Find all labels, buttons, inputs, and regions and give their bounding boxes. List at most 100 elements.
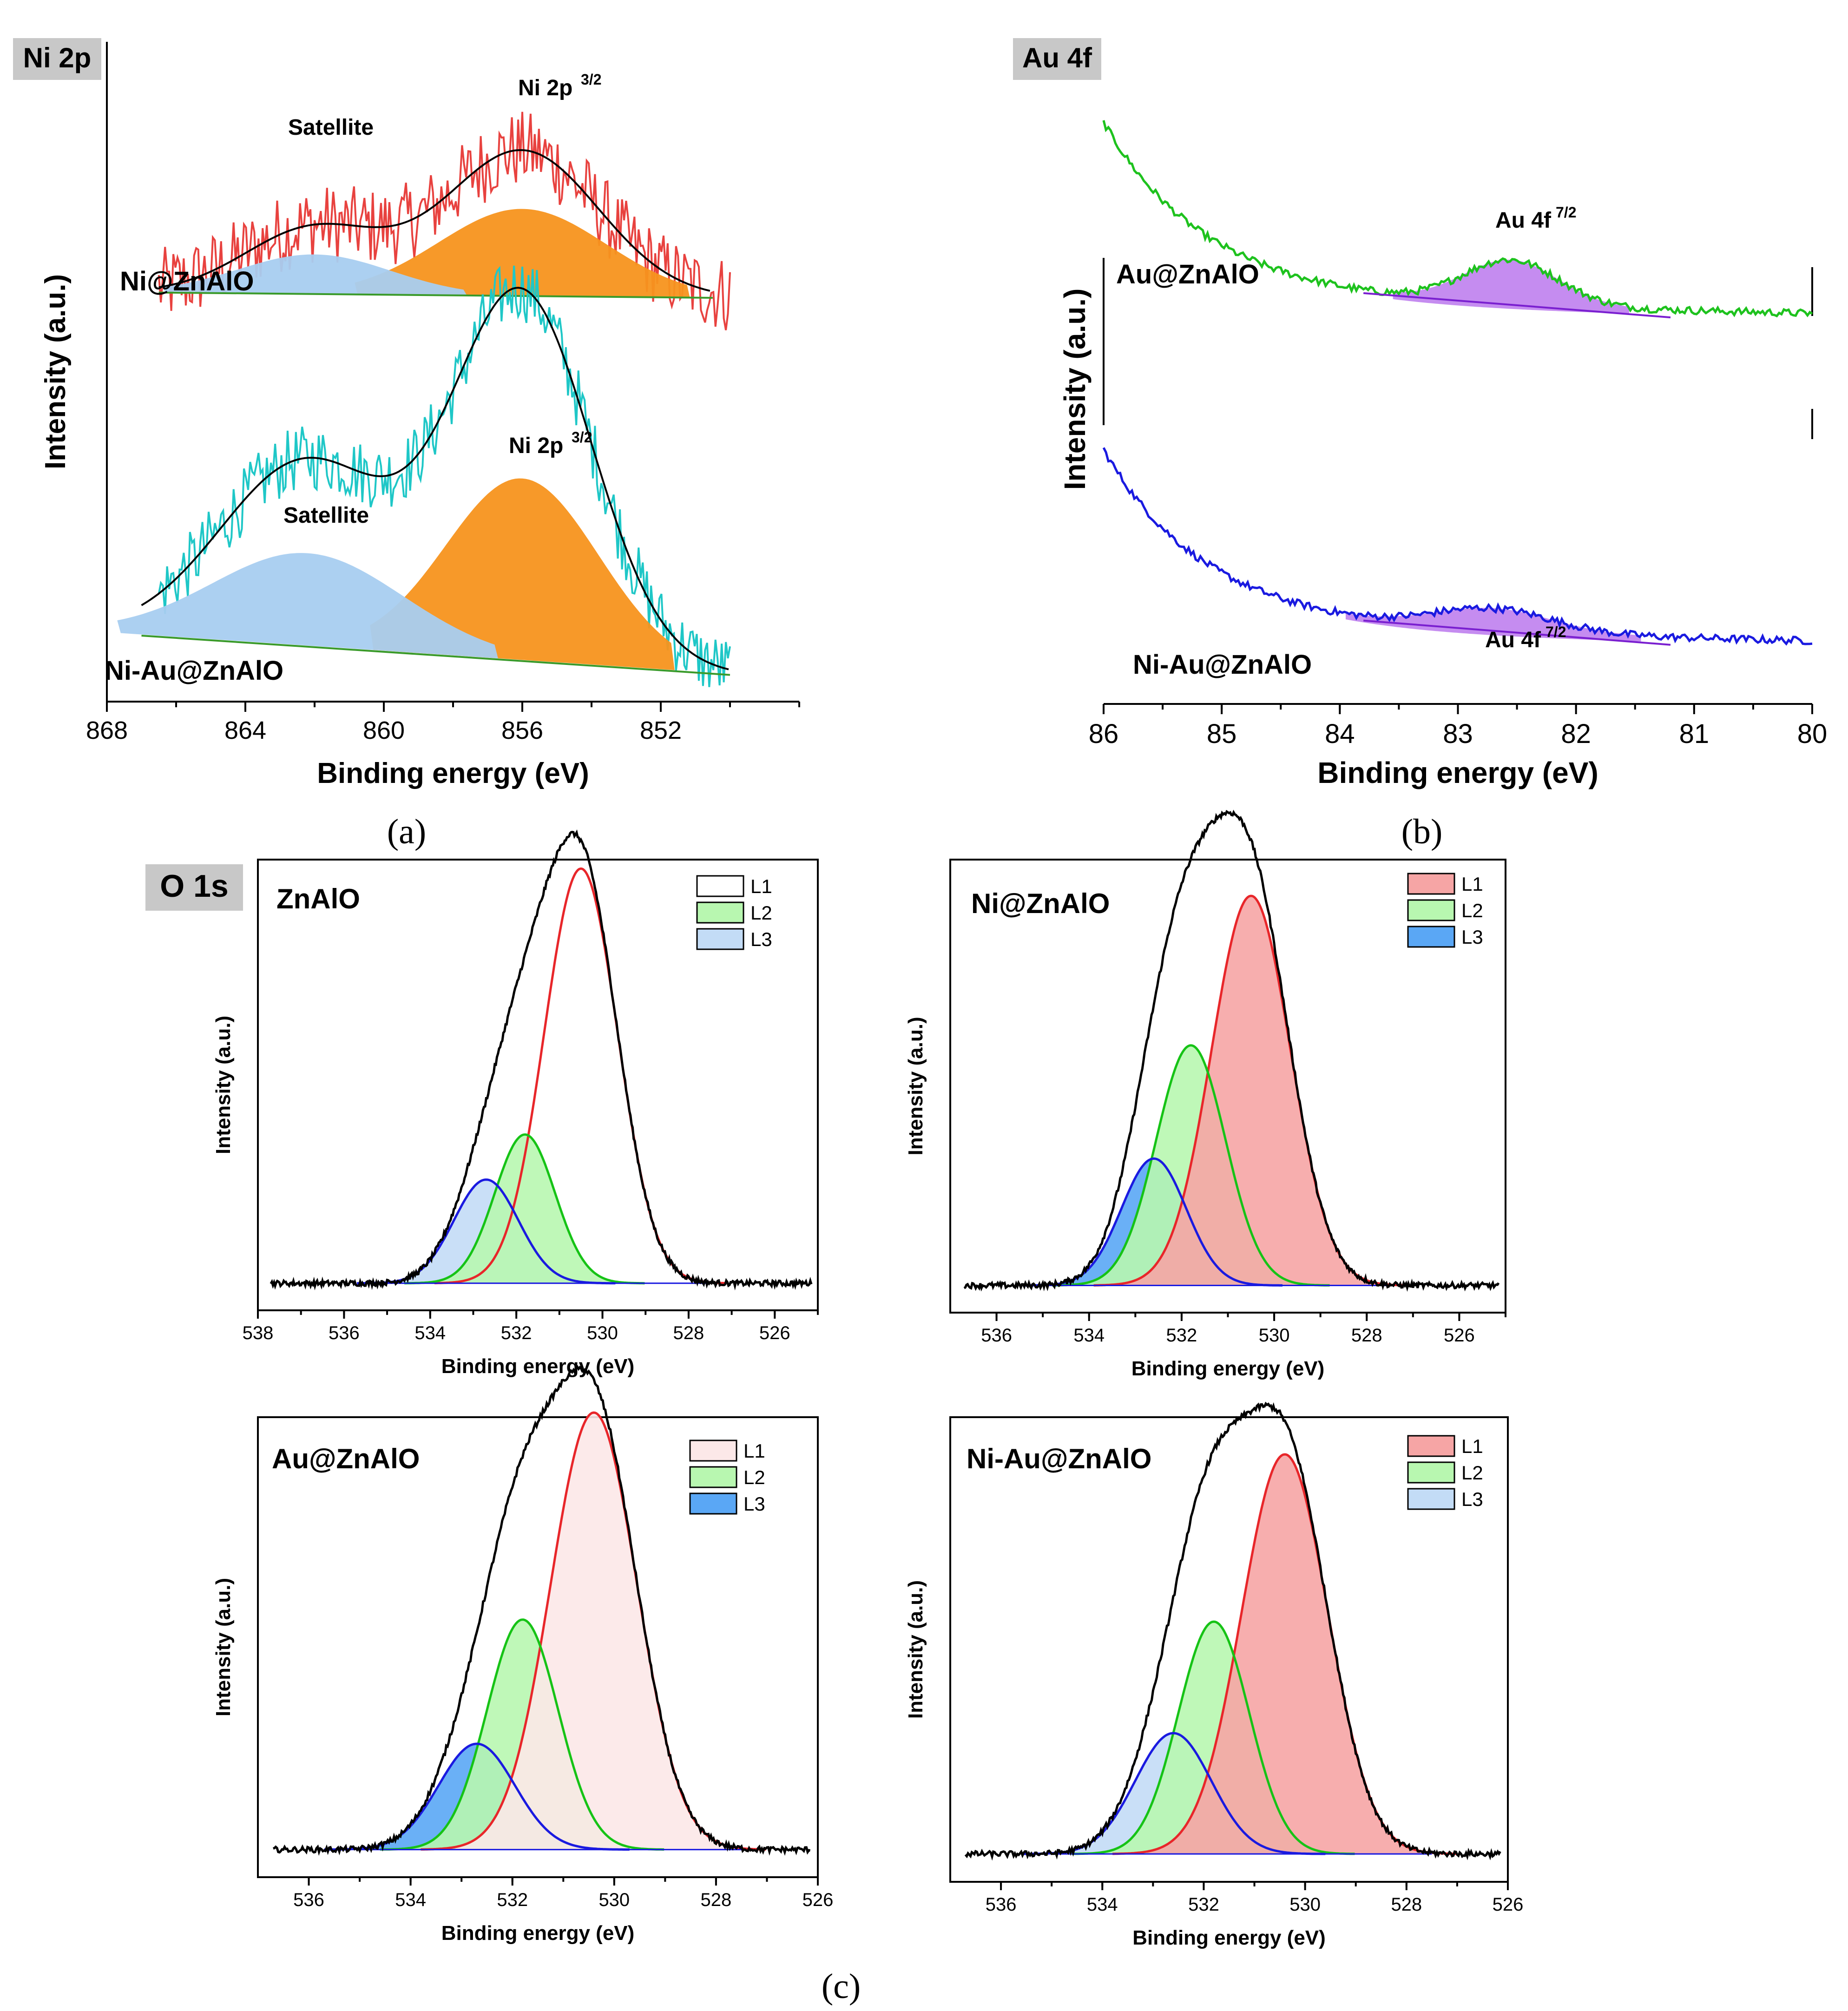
o1s-raw-trace [273, 1365, 811, 1856]
x-tick-label: 532 [1188, 1894, 1219, 1915]
legend-label-L1: L1 [750, 875, 772, 897]
x-tick-label: 84 [1325, 719, 1355, 749]
au-background-1 [1363, 619, 1671, 646]
y-axis-title: Intensity (a.u.) [904, 1580, 927, 1719]
panel-tag-a: Ni 2p [23, 42, 92, 73]
component-fill-L2 [428, 1134, 622, 1283]
o1s-plot-o1s_au [273, 1365, 811, 1856]
y-axis-title: Intensity (a.u.) [212, 1016, 235, 1154]
annotation-sup: 3/2 [581, 71, 601, 88]
plot-frame [257, 1416, 819, 1878]
component-fill-L1 [1125, 896, 1377, 1286]
x-tick-label: 536 [329, 1323, 360, 1343]
component-fill-L1 [455, 1413, 732, 1850]
legend-label-L3: L3 [750, 928, 772, 950]
x-tick-label: 868 [86, 716, 128, 744]
y-axis-title: Intensity (a.u.) [212, 1578, 235, 1716]
annotation-sup: 3/2 [572, 429, 592, 446]
legend-swatch-L3 [1407, 926, 1455, 948]
x-tick-label: 526 [759, 1323, 790, 1343]
x-axis-title: Binding energy (eV) [317, 757, 589, 789]
x-tick-label: 860 [363, 716, 405, 744]
raw-trace-1 [158, 265, 731, 687]
legend-label-L3: L3 [743, 1493, 765, 1515]
component-line-L2 [1052, 1044, 1330, 1287]
legend-label-L1: L1 [1461, 873, 1483, 895]
panel-tag-bg [13, 38, 101, 80]
peak-fill-0-1 [162, 254, 467, 296]
annotation-ni2p-bottom: Ni 2p [509, 434, 563, 458]
x-tick-label: 528 [701, 1890, 732, 1910]
x-tick-label: 864 [224, 716, 266, 744]
legend-swatch-L2 [1407, 899, 1455, 921]
legend-swatch-L3 [689, 1492, 737, 1515]
legend-swatch-L2 [1407, 1461, 1455, 1484]
y-axis-title: Intensity (a.u.) [904, 1017, 927, 1155]
x-tick-label: 536 [986, 1894, 1017, 1915]
legend-swatch-L1 [1407, 873, 1455, 895]
x-tick-label: 536 [981, 1325, 1012, 1346]
subplot-title: Ni-Au@ZnAlO [967, 1443, 1151, 1474]
fit-envelope-1 [141, 287, 729, 670]
x-tick-label: 534 [414, 1323, 446, 1343]
x-tick-label: 528 [1391, 1894, 1422, 1915]
o1s-plot-o1s_znalo [270, 829, 813, 1291]
x-tick-label: 83 [1443, 719, 1473, 749]
legend-swatch-L1 [689, 1439, 737, 1462]
x-tick-label: 528 [673, 1323, 704, 1343]
sample-label-top: Au@ZnAlO [1116, 259, 1259, 289]
x-tick-label: 532 [501, 1323, 532, 1343]
x-tick-label: 530 [1259, 1325, 1290, 1346]
ni2p-traces [117, 112, 731, 687]
background-line-1 [141, 635, 730, 676]
sample-label-top: Ni@ZnAlO [120, 266, 254, 296]
x-axis-title: Binding energy (eV) [1131, 1357, 1325, 1380]
legend-label-L1: L1 [743, 1440, 765, 1462]
legend-label-L2: L2 [1461, 1462, 1483, 1484]
legend-label-L1: L1 [1461, 1435, 1483, 1457]
legend: L1 L2 L3 [696, 875, 772, 950]
x-tick-label: 534 [395, 1890, 426, 1910]
legend: L1 L2 L3 [689, 1439, 765, 1515]
x-tick-label: 82 [1561, 719, 1591, 749]
o1s-raw-trace [270, 829, 813, 1291]
au-raw-trace-0 [1102, 120, 1813, 318]
panel-tag-c: O 1s [160, 868, 228, 904]
axes-o1s_au: 536 534 532 530 528 526 Binding energy (eV) Int… [212, 1416, 834, 1945]
annotation-satellite-top: Satellite [288, 115, 374, 140]
plot-frame [257, 859, 819, 1311]
legend-label-L2: L2 [1461, 900, 1483, 921]
component-fill-L1 [1147, 1454, 1423, 1854]
au-raw-trace-1 [1102, 447, 1813, 646]
o1s-plot-o1s_niau [964, 1401, 1501, 1861]
annotation-au-bottom: Au 4f [1485, 628, 1541, 652]
plot-frame [949, 1416, 1509, 1883]
x-tick-label: 530 [1289, 1894, 1321, 1915]
x-tick-label: 532 [497, 1890, 528, 1910]
o1s-plot-o1s_ni [963, 809, 1500, 1292]
x-tick-label: 534 [1087, 1894, 1118, 1915]
panel-tag-bg [145, 864, 243, 911]
raw-trace-0 [158, 112, 731, 330]
caption-c: (c) [822, 1967, 861, 2006]
component-line-L3 [357, 1178, 616, 1285]
peak-fill-1-0 [370, 478, 675, 670]
legend-swatch-L2 [696, 901, 744, 924]
x-tick-label: 526 [802, 1890, 834, 1910]
y-axis-title: Intensity (a.u.) [39, 274, 72, 469]
subplot-title: Ni@ZnAlO [971, 888, 1110, 919]
x-tick-label: 856 [501, 716, 543, 744]
peak-fill-0-0 [355, 209, 690, 298]
x-tick-label: 86 [1089, 719, 1119, 749]
component-line-L2 [404, 1133, 645, 1285]
x-tick-label: 528 [1351, 1325, 1382, 1346]
axes-o1s_niau: 536 534 532 530 528 526 Binding energy (eV) Int… [904, 1416, 1523, 1949]
legend-swatch-L3 [696, 928, 744, 950]
subplot-title: Au@ZnAlO [272, 1443, 420, 1474]
component-line-L2 [380, 1618, 664, 1851]
legend: L1 L2 L3 [1407, 1435, 1483, 1510]
annotation-au-top: Au 4f [1495, 208, 1552, 233]
legend-swatch-L3 [1407, 1488, 1455, 1510]
x-axis-title: Binding energy (eV) [1132, 1926, 1326, 1949]
x-tick-label: 526 [1444, 1325, 1475, 1346]
